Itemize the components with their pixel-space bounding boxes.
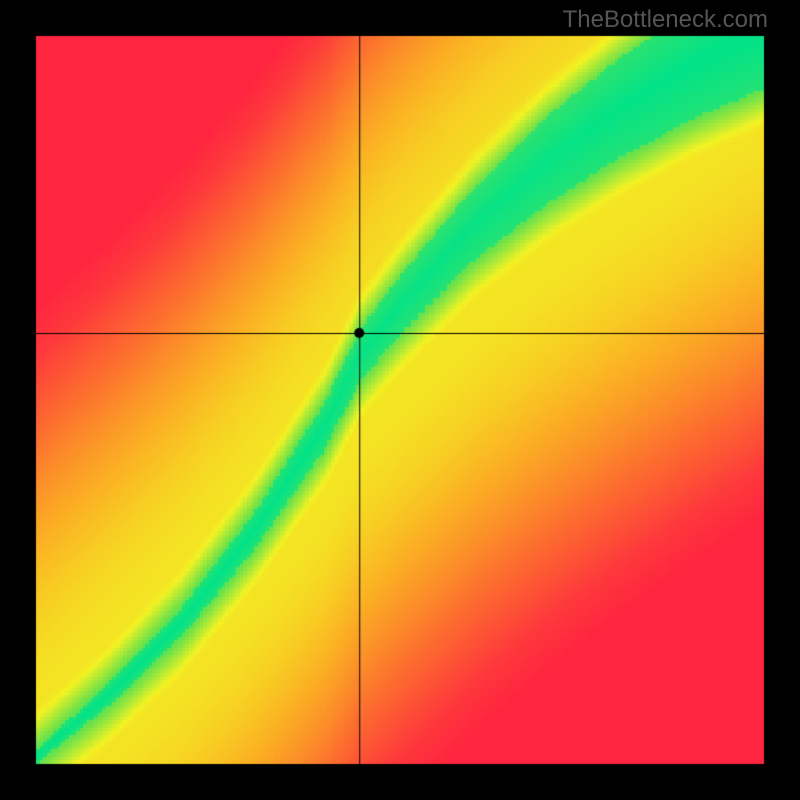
chart-container: TheBottleneck.com — [0, 0, 800, 800]
bottleneck-heatmap — [0, 0, 800, 800]
watermark-text: TheBottleneck.com — [563, 6, 768, 34]
